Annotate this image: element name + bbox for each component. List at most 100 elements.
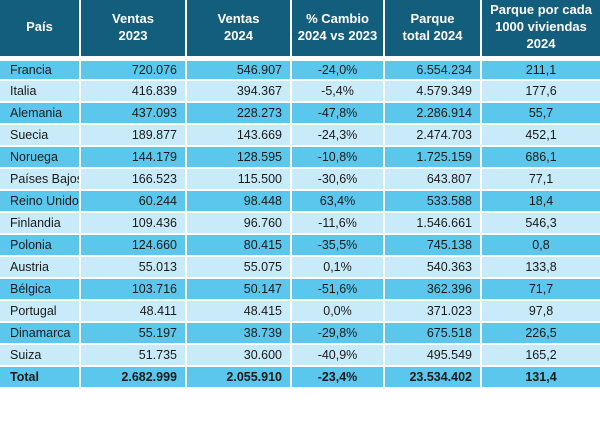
- cell-parque_total_2024: 1.546.661: [383, 211, 482, 235]
- cell-ventas_2024: 98.448: [185, 189, 292, 213]
- header-line: 2023: [118, 27, 148, 43]
- cell-ventas_2024: 38.739: [185, 321, 292, 345]
- cell-cambio_pct: -10,8%: [290, 145, 385, 169]
- cell-ventas_2024: 48.415: [185, 299, 292, 323]
- table-row-italia: Italia 416.839 394.367 -5,4% 4.579.349 177,6: [0, 79, 600, 103]
- cell-pais: Bélgica: [0, 277, 81, 301]
- cell-parque_total_2024: 6.554.234: [383, 57, 482, 81]
- cell-pais: Países Bajos: [0, 167, 81, 191]
- cell-ventas_2023: 60.244: [79, 189, 187, 213]
- table-header: País Ventas 2023 Ventas 2024% Cambio 2024 vs …: [0, 0, 600, 61]
- header-line: Ventas: [217, 10, 260, 26]
- cell-pais: Suecia: [0, 123, 81, 147]
- cell-parque_total_2024: 1.725.159: [383, 145, 482, 169]
- cell-ventas_2023: 144.179: [79, 145, 187, 169]
- cell-ventas_2024: 394.367: [185, 79, 292, 103]
- cell-pais: Suiza: [0, 343, 81, 367]
- cell-ventas_2024: 50.147: [185, 277, 292, 301]
- header-line: Ventas: [112, 10, 154, 26]
- cell-parque_total_2024: 23.534.402: [383, 365, 482, 389]
- column-header-parque_total_2024: Parque total 2024: [383, 0, 482, 61]
- header-line: 2024 vs 2023: [297, 27, 378, 43]
- cell-parque_total_2024: 533.588: [383, 189, 482, 213]
- cell-cambio_pct: -30,6%: [290, 167, 385, 191]
- cell-ventas_2024: 546.907: [185, 57, 292, 81]
- header-line: 2024: [526, 36, 556, 52]
- cell-pais: Reino Unido: [0, 189, 81, 213]
- header-row: País Ventas 2023 Ventas 2024% Cambio 2024 vs …: [0, 0, 600, 61]
- table-row-países-bajos: Países Bajos 166.523 115.500 -30,6% 643.807 7…: [0, 167, 600, 191]
- header-line: total 2024: [402, 27, 463, 43]
- cell-ventas_2023: 416.839: [79, 79, 187, 103]
- cell-parque_por_1000: 211,1: [480, 57, 600, 81]
- cell-parque_por_1000: 452,1: [480, 123, 600, 147]
- cell-pais: Finlandia: [0, 211, 81, 235]
- cell-parque_por_1000: 0,8: [480, 233, 600, 257]
- cell-pais: Austria: [0, 255, 81, 279]
- cell-cambio_pct: -47,8%: [290, 101, 385, 125]
- cell-pais: Italia: [0, 79, 81, 103]
- cell-ventas_2023: 124.660: [79, 233, 187, 257]
- cell-pais: Noruega: [0, 145, 81, 169]
- table-row-suiza: Suiza 51.735 30.600 -40,9% 495.549 165,2: [0, 343, 600, 367]
- cell-parque_por_1000: 226,5: [480, 321, 600, 345]
- table-row-dinamarca: Dinamarca 55.197 38.739 -29,8% 675.518 226,5: [0, 321, 600, 345]
- cell-cambio_pct: -24,0%: [290, 57, 385, 81]
- cell-parque_total_2024: 675.518: [383, 321, 482, 345]
- cell-parque_total_2024: 2.286.914: [383, 101, 482, 125]
- cell-parque_total_2024: 371.023: [383, 299, 482, 323]
- cell-ventas_2023: 48.411: [79, 299, 187, 323]
- cell-parque_total_2024: 362.396: [383, 277, 482, 301]
- cell-cambio_pct: -35,5%: [290, 233, 385, 257]
- header-line: Parque por cada: [490, 2, 592, 18]
- cell-parque_por_1000: 131,4: [480, 365, 600, 389]
- cell-cambio_pct: 0,1%: [290, 255, 385, 279]
- cell-ventas_2023: 55.013: [79, 255, 187, 279]
- cell-cambio_pct: -5,4%: [290, 79, 385, 103]
- cell-parque_por_1000: 133,8: [480, 255, 600, 279]
- cell-cambio_pct: 63,4%: [290, 189, 385, 213]
- cell-parque_total_2024: 540.363: [383, 255, 482, 279]
- cell-parque_total_2024: 745.138: [383, 233, 482, 257]
- cell-ventas_2023: 437.093: [79, 101, 187, 125]
- cell-parque_por_1000: 71,7: [480, 277, 600, 301]
- cell-ventas_2023: 103.716: [79, 277, 187, 301]
- cell-ventas_2024: 30.600: [185, 343, 292, 367]
- cell-parque_por_1000: 97,8: [480, 299, 600, 323]
- cell-parque_total_2024: 2.474.703: [383, 123, 482, 147]
- cell-parque_por_1000: 55,7: [480, 101, 600, 125]
- cell-ventas_2024: 80.415: [185, 233, 292, 257]
- cell-ventas_2024: 115.500: [185, 167, 292, 191]
- table-row-bélgica: Bélgica 103.716 50.147 -51,6% 362.396 71,7: [0, 277, 600, 301]
- cell-pais: Total: [0, 365, 81, 389]
- cell-ventas_2024: 143.669: [185, 123, 292, 147]
- header-line: Parque: [410, 10, 455, 26]
- table-row-finlandia: Finlandia 109.436 96.760 -11,6% 1.546.661 546…: [0, 211, 600, 235]
- column-header-parque_por_1000: Parque por cada 1000 viviendas 2024: [480, 0, 600, 61]
- header-line: 1000 viviendas: [495, 19, 587, 35]
- cell-ventas_2023: 109.436: [79, 211, 187, 235]
- cell-parque_por_1000: 546,3: [480, 211, 600, 235]
- cell-pais: Alemania: [0, 101, 81, 125]
- table-row-portugal: Portugal 48.411 48.415 0,0% 371.023 97,8: [0, 299, 600, 323]
- header-line: % Cambio: [306, 10, 369, 26]
- table-row-total: Total 2.682.999 2.055.910 -23,4% 23.534.402 1…: [0, 365, 600, 389]
- table-row-francia: Francia 720.076 546.907 -24,0% 6.554.234 211,…: [0, 57, 600, 81]
- cell-pais: Polonia: [0, 233, 81, 257]
- cell-ventas_2024: 228.273: [185, 101, 292, 125]
- column-header-ventas_2024: Ventas 2024: [185, 0, 292, 61]
- cell-ventas_2023: 720.076: [79, 57, 187, 81]
- table-body: Francia 720.076 546.907 -24,0% 6.554.234 211,…: [0, 57, 600, 389]
- cell-parque_total_2024: 643.807: [383, 167, 482, 191]
- cell-parque_por_1000: 177,6: [480, 79, 600, 103]
- cell-cambio_pct: -23,4%: [290, 365, 385, 389]
- header-line: 2024: [224, 27, 253, 43]
- table-row-noruega: Noruega 144.179 128.595 -10,8% 1.725.159 686,…: [0, 145, 600, 169]
- header-line: País: [26, 19, 53, 35]
- table-row-austria: Austria 55.013 55.075 0,1% 540.363 133,8: [0, 255, 600, 279]
- cell-ventas_2023: 2.682.999: [79, 365, 187, 389]
- cell-parque_por_1000: 686,1: [480, 145, 600, 169]
- cell-pais: Portugal: [0, 299, 81, 323]
- cell-ventas_2024: 96.760: [185, 211, 292, 235]
- column-header-pais: País: [0, 0, 81, 61]
